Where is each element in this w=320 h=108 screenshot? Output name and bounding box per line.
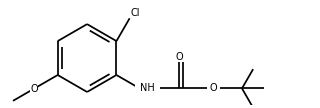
Text: NH: NH bbox=[140, 83, 155, 93]
Text: O: O bbox=[30, 84, 38, 94]
Text: O: O bbox=[210, 83, 217, 93]
Text: O: O bbox=[175, 52, 183, 62]
Text: Cl: Cl bbox=[130, 8, 140, 18]
